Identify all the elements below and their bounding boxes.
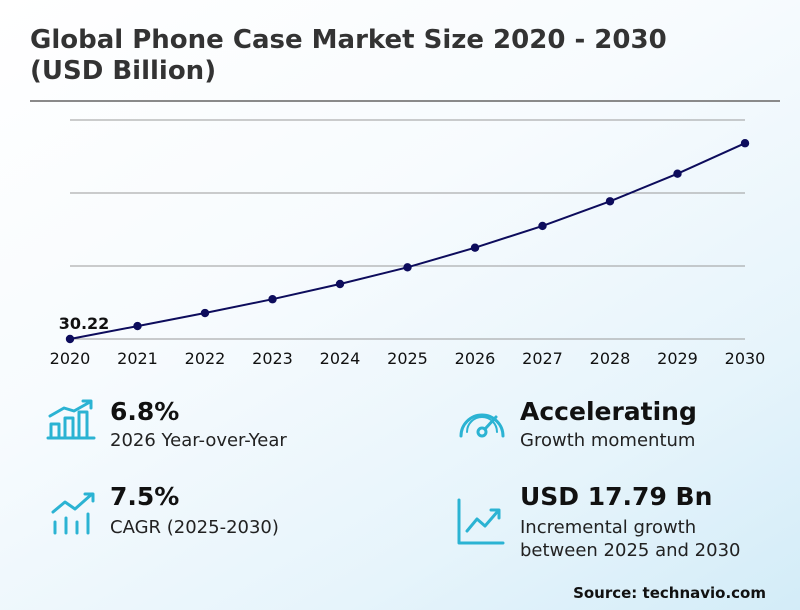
title-divider [30, 100, 780, 102]
kpi-momentum-label: Growth momentum [520, 430, 696, 451]
x-tick-label: 2027 [522, 349, 563, 368]
data-point [605, 197, 615, 206]
x-tick-label: 2028 [590, 349, 631, 368]
x-tick-label: 2025 [387, 349, 428, 368]
x-tick-label: 2021 [117, 349, 158, 368]
kpi-momentum-value: Accelerating [520, 397, 697, 426]
kpi-cagr-label: CAGR (2025-2030) [110, 517, 279, 538]
kpi-yoy-value: 6.8% [110, 397, 180, 426]
data-label: 30.22 [59, 314, 110, 333]
bar-chart-growth-icon [46, 399, 96, 440]
x-tick-label: 2022 [185, 349, 226, 368]
data-point [335, 279, 345, 289]
kpi-yoy-label: 2026 Year-over-Year [110, 430, 287, 451]
x-tick-label: 2026 [455, 349, 496, 368]
series-line [69, 142, 746, 340]
chart-title-line-1: Global Phone Case Market Size 2020 - 203… [30, 25, 667, 55]
x-tick-label: 2023 [252, 349, 293, 368]
source-note: Source: technavio.com [573, 584, 766, 602]
line-chart: 2020 2021 2022 2023 2024 2025 2026 2027 2028 2029… [50, 119, 766, 368]
chart-title: Global Phone Case Market Size 2020 - 203… [30, 25, 770, 87]
data-point [268, 295, 277, 304]
x-tick-label: 2020 [50, 349, 91, 368]
line-chart-up-icon [457, 498, 505, 545]
data-point [200, 308, 210, 318]
x-tick-label: 2030 [725, 349, 766, 368]
kpi-incremental-label-line-1: Incremental growth [520, 517, 697, 538]
data-point [403, 263, 412, 272]
data-point [133, 321, 142, 331]
data-point [673, 169, 682, 178]
speedometer-icon [459, 413, 505, 438]
trend-bars-icon [51, 492, 95, 535]
data-point [470, 243, 480, 252]
data-point [740, 139, 750, 148]
kpi-cagr-value: 7.5% [110, 482, 180, 511]
data-point [538, 221, 547, 231]
x-tick-label: 2024 [320, 349, 361, 368]
kpi-incremental-label-line-2: between 2025 and 2030 [520, 540, 741, 561]
x-tick-label: 2029 [657, 349, 698, 368]
data-point [65, 334, 75, 344]
chart-title-line-2: (USD Billion) [30, 56, 217, 86]
kpi-incremental-value: USD 17.79 Bn [520, 482, 713, 511]
